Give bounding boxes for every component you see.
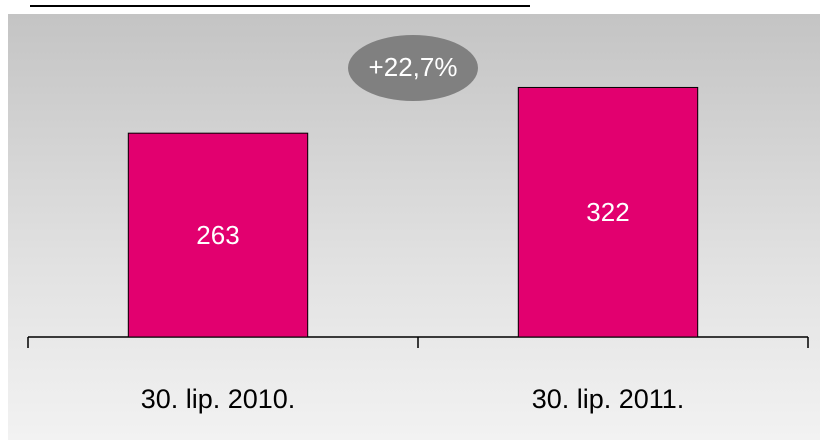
annotation-bubble xyxy=(348,35,478,101)
bar xyxy=(127,132,309,338)
x-tick-label: 30. lip. 2010. xyxy=(141,384,296,414)
bar xyxy=(517,86,699,338)
value-label: 263 xyxy=(196,220,239,250)
value-label: 322 xyxy=(586,197,629,227)
x-tick-label: 30. lip. 2011. xyxy=(532,384,685,414)
annotation: +22,7% xyxy=(369,52,458,82)
